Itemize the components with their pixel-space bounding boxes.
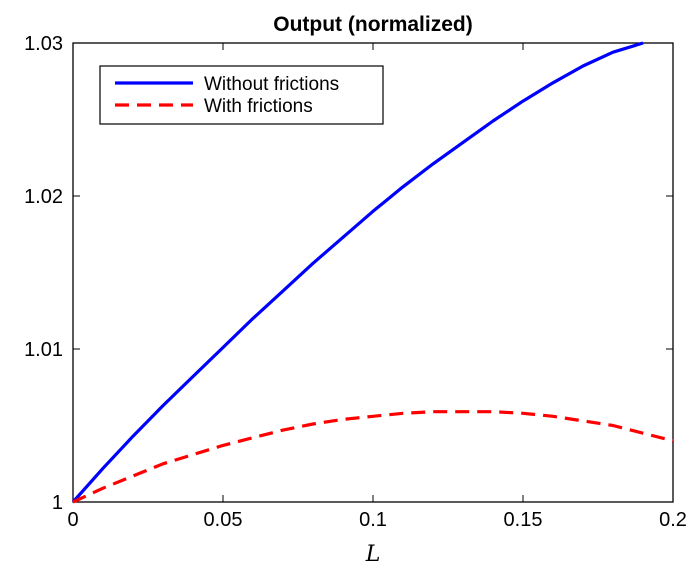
x-tick-label: 0 xyxy=(67,509,78,531)
legend-label-2: With frictions xyxy=(204,96,313,117)
x-tick-label: 0.2 xyxy=(659,509,687,531)
series-layer xyxy=(71,41,674,504)
y-tick-label: 1.02 xyxy=(24,186,63,208)
x-tick-label: 0.1 xyxy=(359,509,387,531)
chart-title: Output (normalized) xyxy=(273,13,472,36)
series-line-2 xyxy=(72,410,674,504)
y-tick-label: 1 xyxy=(52,492,63,514)
y-tick-label: 1.01 xyxy=(24,339,63,361)
legend-label-1: Without frictions xyxy=(204,74,339,95)
legend-box xyxy=(99,65,384,125)
x-tick-label: 0.15 xyxy=(504,509,543,531)
series-line-1 xyxy=(71,41,644,504)
x-axis-label: L xyxy=(365,542,381,567)
x-tick-label: 0.05 xyxy=(204,509,243,531)
y-tick-label: 1.03 xyxy=(24,33,63,55)
axis-ticks: 0 0.05 0.1 0.15 0.2 1 1.01 1.02 1.03 xyxy=(24,33,687,531)
